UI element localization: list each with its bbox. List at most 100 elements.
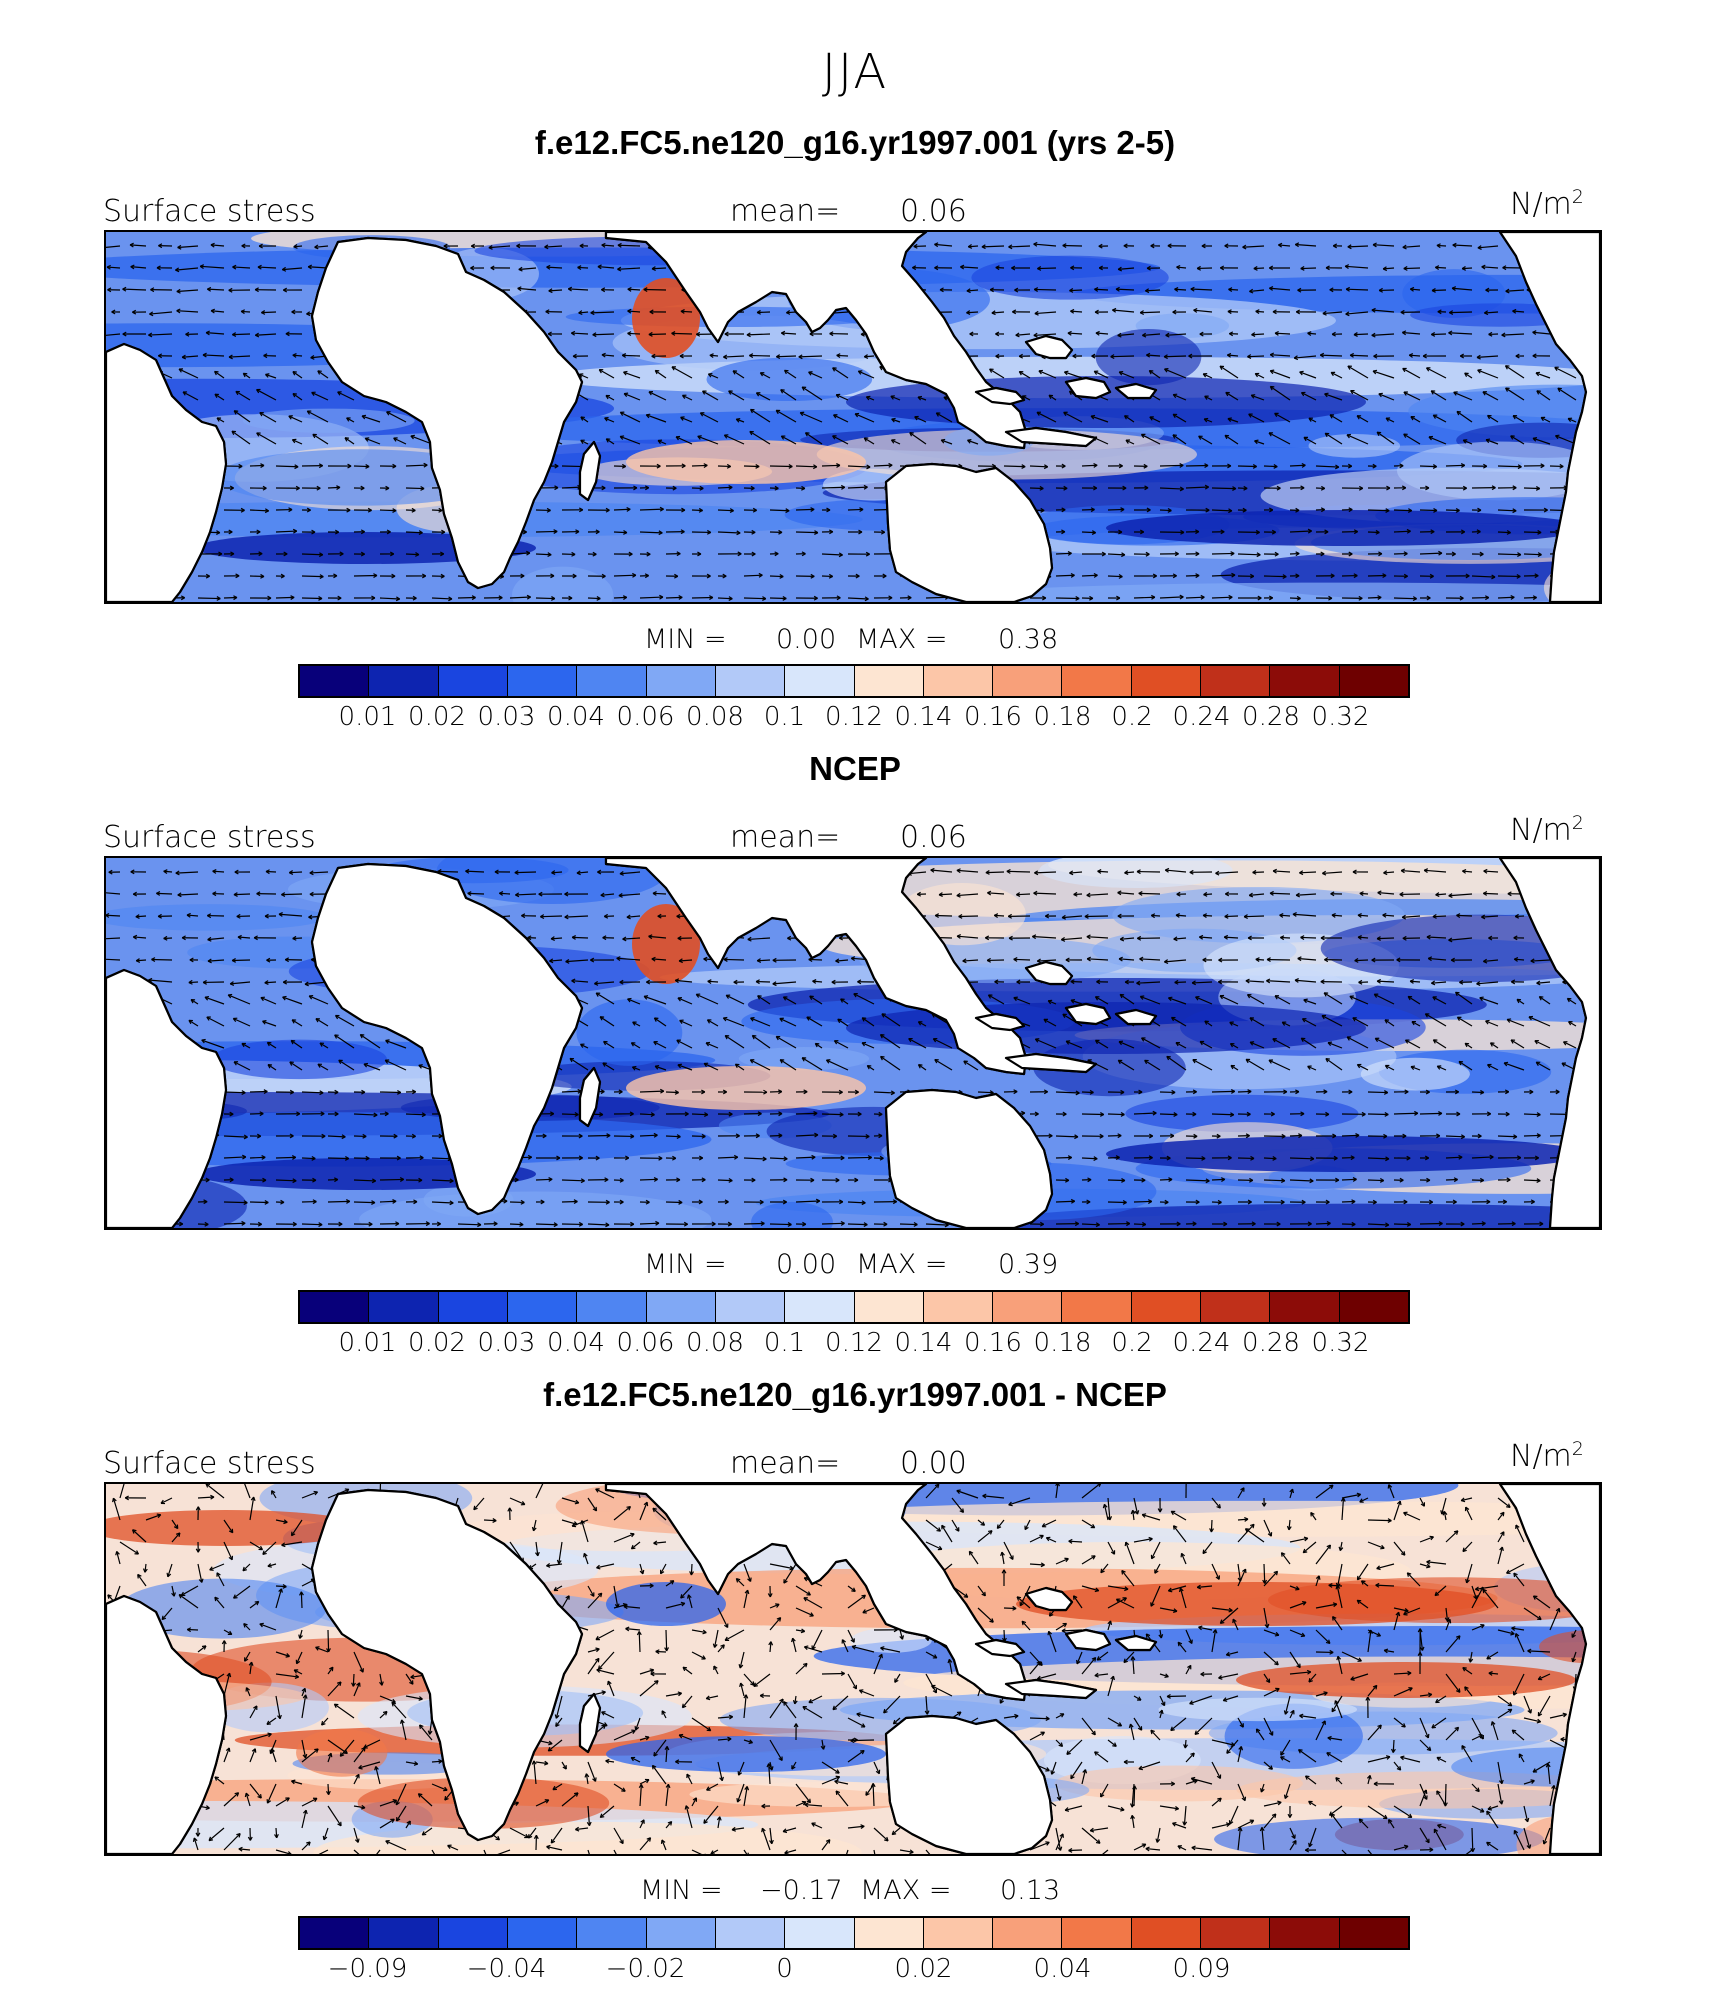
colorbar-swatch bbox=[577, 1918, 647, 1948]
panel-1-max-label: MAX = bbox=[856, 624, 948, 655]
colorbar-swatch bbox=[577, 666, 647, 696]
colorbar-swatch bbox=[923, 666, 994, 696]
panel-2-variable-label: Surface stress bbox=[103, 820, 316, 855]
colorbar-tick-label: 0.14 bbox=[894, 1328, 953, 1358]
colorbar-tick-label: 0.01 bbox=[338, 702, 397, 732]
colorbar-swatch bbox=[1131, 1918, 1202, 1948]
colorbar-tick-label: 0.09 bbox=[1172, 1954, 1231, 1984]
colorbar-swatch bbox=[1062, 1918, 1132, 1948]
panel-1-variable-label: Surface stress bbox=[103, 194, 316, 229]
colorbar-tick-label: 0.04 bbox=[547, 1328, 605, 1358]
colorbar-swatch bbox=[300, 666, 370, 696]
panel-2-min-value: 0.00 bbox=[776, 1249, 837, 1280]
panel-3-mean-label: mean= bbox=[730, 1446, 841, 1481]
panel-2-units: N/m2 bbox=[1510, 812, 1584, 848]
colorbar-swatch bbox=[1270, 1918, 1340, 1948]
panel-2-min-label: MIN = bbox=[644, 1249, 727, 1280]
colorbar-swatch bbox=[1339, 666, 1408, 696]
colorbar-tick-label: −0.02 bbox=[605, 1954, 686, 1984]
colorbar-tick-label: 0.08 bbox=[686, 702, 744, 732]
colorbar-swatch bbox=[1270, 666, 1340, 696]
panel-1-units: N/m2 bbox=[1510, 186, 1584, 222]
colorbar-tick-label: 0.08 bbox=[686, 1328, 744, 1358]
panel-2-max-label: MAX = bbox=[856, 1249, 948, 1280]
colorbar-tick-label: 0.16 bbox=[964, 1328, 1022, 1358]
colorbar-tick-label: −0.04 bbox=[466, 1954, 547, 1984]
colorbar-swatch bbox=[993, 1292, 1063, 1322]
colorbar-swatch bbox=[300, 1918, 370, 1948]
panel-2-mean-label: mean= bbox=[730, 820, 841, 855]
colorbar-swatch bbox=[577, 1292, 647, 1322]
colorbar-swatch bbox=[993, 1918, 1063, 1948]
colorbar-tick-label: 0.2 bbox=[1111, 1328, 1153, 1358]
colorbar-tick-label: 0.03 bbox=[477, 1328, 536, 1358]
panel-1-mean-label: mean= bbox=[730, 194, 841, 229]
panel-2-map-svg bbox=[106, 858, 1600, 1228]
land-mask bbox=[106, 858, 1600, 1228]
colorbar-swatch bbox=[1131, 1292, 1202, 1322]
colorbar-swatch bbox=[993, 666, 1063, 696]
colorbar-tick-label: 0.32 bbox=[1311, 702, 1370, 732]
panel-3-max-label: MAX = bbox=[860, 1875, 952, 1906]
colorbar-swatch bbox=[646, 666, 716, 696]
panel-3-colorbar-ticks: −0.09 −0.04 −0.02 0 0.02 0.04 0.09 bbox=[298, 1954, 1410, 1986]
panel-2-title: NCEP bbox=[809, 750, 901, 787]
colorbar-swatch bbox=[369, 666, 439, 696]
colorbar-swatch bbox=[369, 1292, 439, 1322]
colorbar-tick-label: 0.06 bbox=[616, 702, 675, 732]
colorbar-tick-label: 0.16 bbox=[964, 702, 1022, 732]
colorbar-tick-label: 0.12 bbox=[825, 702, 883, 732]
colorbar-tick-label: 0.28 bbox=[1242, 1328, 1300, 1358]
colorbar-swatch bbox=[1201, 1292, 1271, 1322]
figure-title: JJA bbox=[821, 44, 889, 100]
land-mask bbox=[106, 1484, 1600, 1854]
colorbar-swatch bbox=[1339, 1918, 1408, 1948]
colorbar-swatch bbox=[854, 666, 924, 696]
panel-3-title: f.e12.FC5.ne120_g16.yr1997.001 - NCEP bbox=[543, 1376, 1167, 1413]
stress-vectors bbox=[106, 241, 1599, 602]
panel-2-colorbar bbox=[298, 1290, 1410, 1324]
colorbar-swatch bbox=[1201, 666, 1271, 696]
colorbar-tick-label: 0.02 bbox=[408, 702, 466, 732]
colorbar-tick-label: 0.18 bbox=[1033, 702, 1092, 732]
panel-3-min-value: −0.17 bbox=[760, 1875, 843, 1906]
colorbar-swatch bbox=[854, 1918, 924, 1948]
colorbar-tick-label: −0.09 bbox=[327, 1954, 408, 1984]
panel-3-map-svg bbox=[106, 1484, 1600, 1854]
panel-1-map-svg bbox=[106, 232, 1600, 602]
colorbar-swatch bbox=[438, 1292, 508, 1322]
colorbar-swatch bbox=[785, 1292, 855, 1322]
panel-1-min-value: 0.00 bbox=[776, 624, 837, 655]
colorbar-tick-label: 0.32 bbox=[1311, 1328, 1370, 1358]
colorbar-tick-label: 0.28 bbox=[1242, 702, 1300, 732]
panel-3-mean-value: 0.00 bbox=[900, 1446, 967, 1481]
colorbar-tick-label: 0.18 bbox=[1033, 1328, 1092, 1358]
colorbar-tick-label: 0.03 bbox=[477, 702, 536, 732]
colorbar-swatch bbox=[369, 1918, 439, 1948]
colorbar-swatch bbox=[715, 1292, 786, 1322]
colorbar-swatch bbox=[715, 666, 786, 696]
panel-2-max-value: 0.39 bbox=[998, 1249, 1059, 1280]
colorbar-tick-label: 0.24 bbox=[1172, 1328, 1231, 1358]
panel-1-colorbar bbox=[298, 664, 1410, 698]
colorbar-tick-label: 0.12 bbox=[825, 1328, 883, 1358]
colorbar-swatch bbox=[646, 1918, 716, 1948]
colorbar-swatch bbox=[646, 1292, 716, 1322]
colorbar-swatch bbox=[1201, 1918, 1271, 1948]
colorbar-swatch bbox=[1131, 666, 1202, 696]
colorbar-swatch bbox=[300, 1292, 370, 1322]
panel-2-map bbox=[104, 856, 1602, 1230]
colorbar-swatch bbox=[785, 666, 855, 696]
panel-1-map bbox=[104, 230, 1602, 604]
colorbar-tick-label: 0.01 bbox=[338, 1328, 397, 1358]
colorbar-swatch bbox=[507, 1292, 578, 1322]
colorbar-swatch bbox=[507, 1918, 578, 1948]
colorbar-swatch bbox=[438, 666, 508, 696]
panel-3-colorbar bbox=[298, 1916, 1410, 1950]
panel-3-map bbox=[104, 1482, 1602, 1856]
colorbar-tick-label: 0.04 bbox=[1033, 1954, 1092, 1984]
colorbar-tick-label: 0.02 bbox=[894, 1954, 953, 1984]
colorbar-tick-label: 0.1 bbox=[763, 1328, 806, 1358]
colorbar-tick-label: 0 bbox=[776, 1954, 793, 1984]
colorbar-tick-label: 0.06 bbox=[616, 1328, 675, 1358]
